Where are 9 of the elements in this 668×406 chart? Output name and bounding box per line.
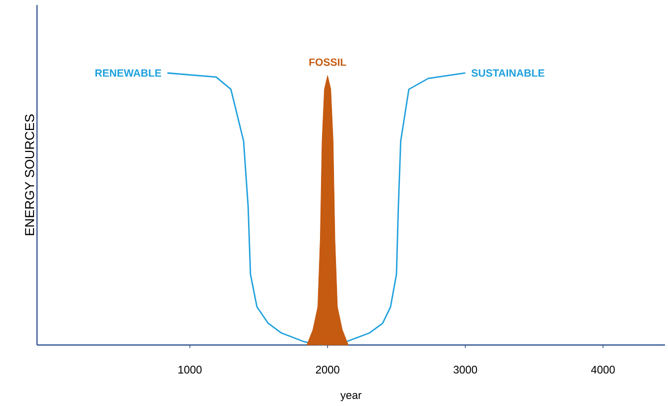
x-tick-label: 1000 bbox=[178, 366, 202, 374]
x-tick-label: 2000 bbox=[316, 366, 340, 374]
y-axis-title: ENERGY SOURCES bbox=[24, 114, 34, 236]
x-tick-label: 3000 bbox=[454, 366, 478, 374]
x-tick-label: 4000 bbox=[591, 366, 615, 374]
x-axis-title: year bbox=[340, 393, 362, 402]
annotation: RENEWABLE bbox=[95, 69, 162, 77]
annotation: SUSTAINABLE bbox=[471, 69, 544, 77]
series-label: FOSSIL bbox=[309, 58, 346, 66]
